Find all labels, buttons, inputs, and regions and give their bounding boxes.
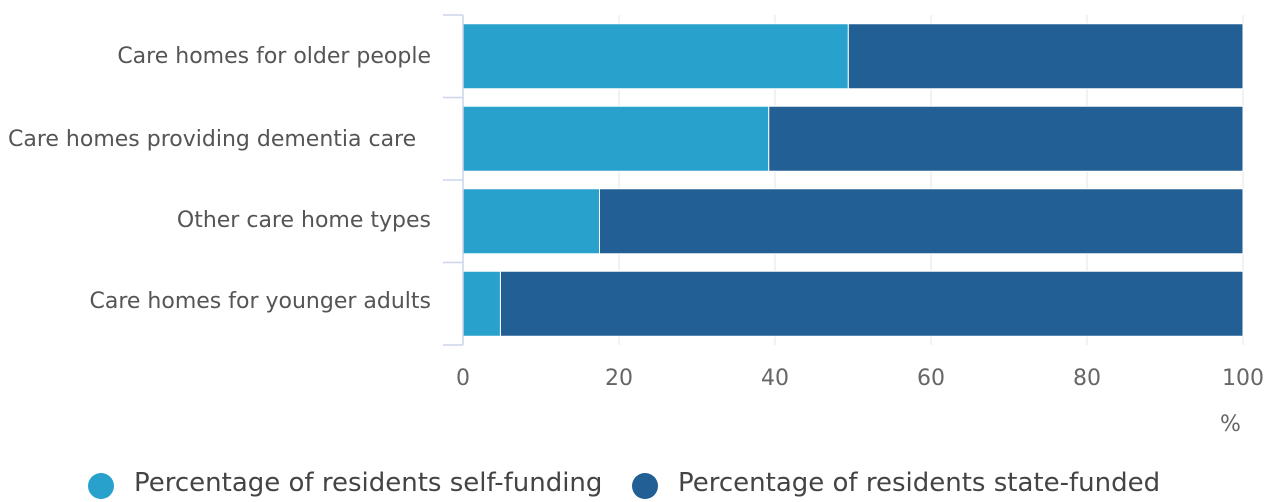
bar-self-funding[interactable] (462, 105, 770, 172)
bar-state-funded[interactable] (847, 23, 1244, 90)
legend-swatch-icon (88, 473, 114, 499)
bar-self-funding[interactable] (462, 23, 849, 90)
bars (462, 23, 1244, 337)
category-label: Care homes for older people (117, 44, 431, 69)
bar-state-funded[interactable] (499, 270, 1244, 337)
category-axis (443, 14, 464, 346)
category-label: Other care home types (176, 208, 431, 233)
x-tick-label: 20 (605, 366, 633, 391)
category-label: Care homes for younger adults (89, 289, 432, 314)
category-label: Care homes providing dementia care (8, 127, 417, 152)
legend: Percentage of residents self-funding Per… (0, 468, 1271, 502)
bar-state-funded[interactable] (768, 105, 1244, 172)
x-tick-label: 60 (917, 366, 945, 391)
x-tick-label: 40 (761, 366, 789, 391)
legend-label: Percentage of residents self-funding (134, 468, 603, 498)
x-axis-unit: % (1220, 412, 1241, 437)
x-tick-label: 0 (456, 366, 470, 391)
bar-self-funding[interactable] (462, 188, 600, 255)
stacked-bar-chart (443, 14, 1244, 346)
bar-self-funding[interactable] (462, 270, 501, 337)
legend-swatch-icon (632, 473, 658, 499)
bar-state-funded[interactable] (599, 188, 1244, 255)
x-tick-label: 80 (1073, 366, 1101, 391)
x-tick-label: 100 (1222, 366, 1264, 391)
legend-label: Percentage of residents state-funded (678, 468, 1161, 498)
